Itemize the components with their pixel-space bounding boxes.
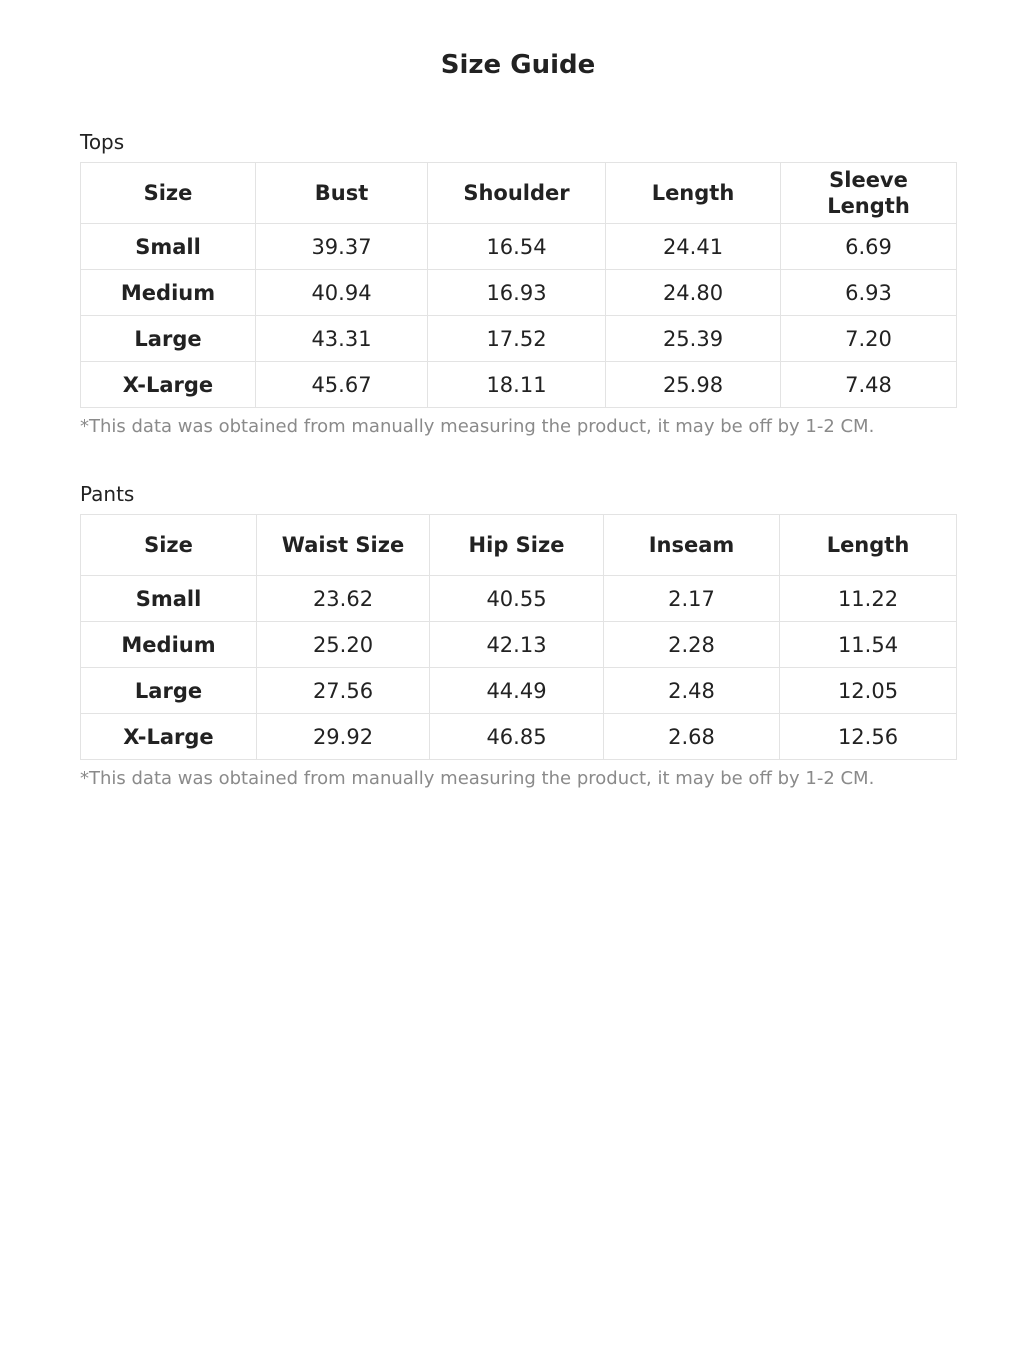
value-cell: 23.62 xyxy=(256,575,430,622)
size-cell: Large xyxy=(80,315,256,362)
size-cell: Small xyxy=(80,575,257,622)
value-cell: 43.31 xyxy=(255,315,428,362)
size-cell: X-Large xyxy=(80,361,256,408)
table-row: X-Large 45.67 18.11 25.98 7.48 xyxy=(80,361,957,408)
value-cell: 29.92 xyxy=(256,713,430,760)
table-header-row: Size Bust Shoulder Length Sleeve Length xyxy=(80,162,957,224)
size-cell: X-Large xyxy=(80,713,257,760)
header-cell: Sleeve Length xyxy=(780,162,957,224)
value-cell: 12.56 xyxy=(779,713,957,760)
value-cell: 2.28 xyxy=(603,621,780,668)
value-cell: 2.48 xyxy=(603,667,780,714)
pants-section: Pants Size Waist Size Hip Size Inseam Le… xyxy=(80,482,957,789)
header-cell: Length xyxy=(605,162,781,224)
value-cell: 17.52 xyxy=(427,315,606,362)
value-cell: 25.98 xyxy=(605,361,781,408)
value-cell: 16.54 xyxy=(427,223,606,270)
size-cell: Large xyxy=(80,667,257,714)
header-cell: Inseam xyxy=(603,514,780,576)
table-row: Medium 40.94 16.93 24.80 6.93 xyxy=(80,269,957,316)
pants-table: Size Waist Size Hip Size Inseam Length S… xyxy=(80,514,957,760)
value-cell: 12.05 xyxy=(779,667,957,714)
value-cell: 2.68 xyxy=(603,713,780,760)
value-cell: 46.85 xyxy=(429,713,604,760)
value-cell: 16.93 xyxy=(427,269,606,316)
pants-note: *This data was obtained from manually me… xyxy=(80,768,875,789)
header-cell: Size xyxy=(80,162,256,224)
size-cell: Medium xyxy=(80,621,257,668)
tops-section: Tops Size Bust Shoulder Length Sleeve Le… xyxy=(80,130,957,437)
value-cell: 27.56 xyxy=(256,667,430,714)
value-cell: 40.55 xyxy=(429,575,604,622)
header-cell: Bust xyxy=(255,162,428,224)
table-row: Small 39.37 16.54 24.41 6.69 xyxy=(80,223,957,270)
value-cell: 42.13 xyxy=(429,621,604,668)
value-cell: 11.22 xyxy=(779,575,957,622)
value-cell: 40.94 xyxy=(255,269,428,316)
header-cell: Shoulder xyxy=(427,162,606,224)
value-cell: 2.17 xyxy=(603,575,780,622)
tops-table: Size Bust Shoulder Length Sleeve Length … xyxy=(80,162,957,408)
value-cell: 6.69 xyxy=(780,223,957,270)
value-cell: 45.67 xyxy=(255,361,428,408)
header-cell: Waist Size xyxy=(256,514,430,576)
value-cell: 6.93 xyxy=(780,269,957,316)
value-cell: 7.20 xyxy=(780,315,957,362)
header-cell: Size xyxy=(80,514,257,576)
value-cell: 39.37 xyxy=(255,223,428,270)
value-cell: 24.41 xyxy=(605,223,781,270)
value-cell: 24.80 xyxy=(605,269,781,316)
tops-label: Tops xyxy=(80,130,125,154)
value-cell: 18.11 xyxy=(427,361,606,408)
value-cell: 7.48 xyxy=(780,361,957,408)
value-cell: 25.39 xyxy=(605,315,781,362)
tops-note: *This data was obtained from manually me… xyxy=(80,416,875,437)
header-cell: Hip Size xyxy=(429,514,604,576)
value-cell: 11.54 xyxy=(779,621,957,668)
value-cell: 44.49 xyxy=(429,667,604,714)
table-row: Medium 25.20 42.13 2.28 11.54 xyxy=(80,621,957,668)
table-header-row: Size Waist Size Hip Size Inseam Length xyxy=(80,514,957,576)
header-cell: Length xyxy=(779,514,957,576)
table-row: Large 27.56 44.49 2.48 12.05 xyxy=(80,667,957,714)
size-cell: Medium xyxy=(80,269,256,316)
table-row: Small 23.62 40.55 2.17 11.22 xyxy=(80,575,957,622)
size-cell: Small xyxy=(80,223,256,270)
pants-label: Pants xyxy=(80,482,135,506)
page-title: Size Guide xyxy=(440,50,596,80)
value-cell: 25.20 xyxy=(256,621,430,668)
table-row: X-Large 29.92 46.85 2.68 12.56 xyxy=(80,713,957,760)
table-row: Large 43.31 17.52 25.39 7.20 xyxy=(80,315,957,362)
